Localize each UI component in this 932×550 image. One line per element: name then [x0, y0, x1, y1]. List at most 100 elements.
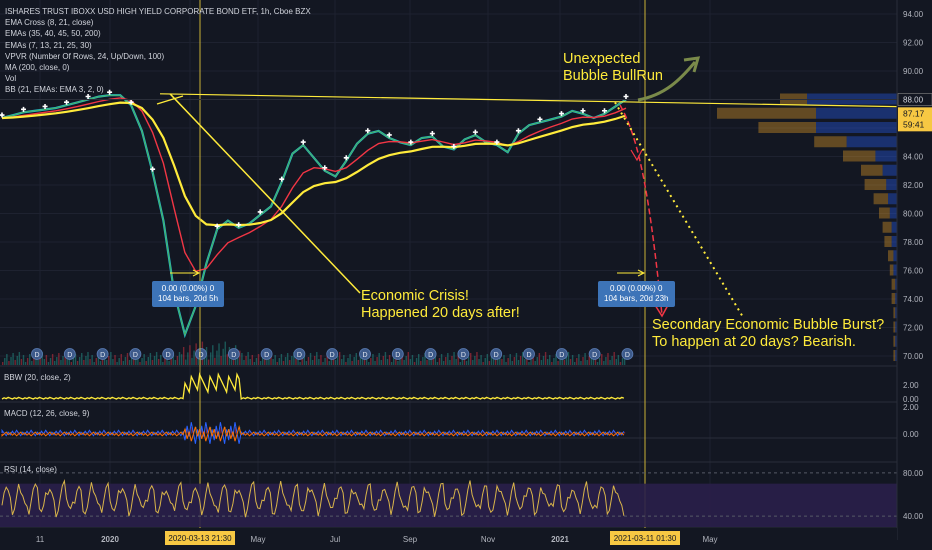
- legend-symbol[interactable]: ISHARES TRUST IBOXX USD HIGH YIELD CORPO…: [5, 7, 311, 16]
- volume-bar: [272, 359, 274, 365]
- dividend-marker: [523, 348, 535, 360]
- volume-bar: [66, 359, 68, 365]
- volume-bar: [253, 362, 256, 365]
- volume-bar: [424, 353, 426, 365]
- dividend-marker-label: D: [264, 352, 269, 359]
- dividend-marker-label: D: [231, 352, 236, 359]
- legend-ema-cross[interactable]: EMA Cross (8, 21, close): [5, 18, 94, 28]
- macd-histogram-bar: [16, 431, 18, 434]
- dividend-marker: [457, 348, 470, 360]
- volume-bar: [91, 355, 93, 365]
- volume-bar: [326, 354, 328, 365]
- volume-bar: [509, 354, 511, 365]
- bbw-pane-label[interactable]: BBW (20, close, 2): [4, 373, 71, 382]
- volume-bar: [407, 352, 409, 365]
- trend-line: [159, 93, 898, 108]
- price-marker: [21, 106, 27, 112]
- volume-bar: [139, 362, 141, 365]
- dividend-marker: [326, 348, 339, 360]
- volume-bar: [490, 357, 493, 365]
- annotation-burst[interactable]: Secondary Economic Bubble Burst? To happ…: [652, 317, 884, 351]
- time-tick-label: May: [702, 535, 717, 544]
- volume-bar: [476, 352, 478, 365]
- volume-bar: [447, 353, 449, 365]
- measure-box-1-bars: 104 bars, 20d 5h: [158, 294, 219, 303]
- annotation-crisis[interactable]: Economic Crisis! Happened 20 days after!: [361, 288, 520, 322]
- indicator-panes: [0, 372, 897, 527]
- volume-bar: [151, 360, 154, 365]
- volume-bar: [126, 353, 129, 365]
- volume-bar: [241, 353, 243, 365]
- volume-bar: [546, 359, 549, 365]
- drawings: [0, 0, 898, 540]
- level-tag: [897, 93, 932, 106]
- dividend-marker: [490, 348, 503, 360]
- volume-bar: [457, 355, 459, 365]
- volume-bar: [411, 355, 414, 365]
- dividend-marker-label: D: [362, 352, 367, 359]
- volume-bar: [158, 359, 160, 365]
- price-marker: [580, 108, 586, 114]
- volume-bar: [180, 354, 183, 365]
- annotation-bull[interactable]: Unexpected Bubble BullRun: [563, 51, 663, 85]
- time-tick-label: May: [250, 535, 265, 544]
- volume-bar: [257, 354, 260, 365]
- dividend-marker: [195, 348, 207, 360]
- volume-bar: [301, 358, 303, 365]
- volume-bar: [334, 360, 337, 365]
- price-marker: [64, 99, 70, 105]
- volume-bar: [363, 359, 366, 365]
- macd-histogram-bar: [147, 431, 149, 434]
- volume-bar: [251, 355, 253, 365]
- price-marker: [558, 111, 564, 117]
- volume-bar: [609, 360, 611, 365]
- annotation-burst-line2: To happen at 20 days? Bearish.: [652, 334, 856, 350]
- legend-bb[interactable]: BB (21, EMAs: EMA 3, 2, 0): [5, 85, 104, 95]
- price-tick-label: 78.00: [903, 238, 924, 247]
- dividend-marker: [555, 348, 568, 360]
- measure-box-1[interactable]: 0.00 (0.00%) 0 104 bars, 20d 5h: [152, 281, 225, 307]
- price-marker: [623, 94, 629, 99]
- vpvr-row-down: [895, 278, 897, 290]
- chart-legend: ISHARES TRUST IBOXX USD HIGH YIELD CORPO…: [5, 6, 311, 96]
- volume-bar: [357, 360, 360, 365]
- volume-bar: [247, 352, 249, 365]
- volume-bar: [239, 350, 241, 365]
- dividend-marker-label: D: [34, 352, 39, 359]
- price-line-green: [1, 94, 627, 337]
- ema-red-line: [1, 97, 627, 273]
- volume-bar: [584, 353, 586, 365]
- time-highlight-label: 2021-03-11 01:30: [614, 534, 677, 543]
- volume-bar: [101, 357, 104, 365]
- price-tick-label: 94.00: [903, 10, 924, 19]
- vpvr-row-up: [814, 136, 847, 148]
- volume-bar: [118, 358, 120, 365]
- volume-bar: [143, 354, 145, 365]
- price-marker: [429, 131, 435, 137]
- price-marker: [494, 139, 500, 145]
- volume-bar: [259, 361, 262, 365]
- volume-bar: [345, 362, 347, 365]
- rsi-band: [0, 483, 897, 527]
- volume-bar: [182, 347, 185, 365]
- volume-bar: [243, 360, 245, 365]
- rsi-pane-label[interactable]: RSI (14, close): [4, 465, 57, 474]
- volume-bar: [49, 358, 52, 365]
- volume-bar: [415, 358, 418, 365]
- legend-vpvr[interactable]: VPVR (Number Of Rows, 24, Up/Down, 100): [5, 51, 165, 61]
- volume-bar: [108, 356, 110, 365]
- volume-bar: [282, 361, 285, 365]
- volume-bar: [517, 360, 520, 365]
- volume-bar: [2, 362, 4, 365]
- legend-vol[interactable]: Vol: [5, 74, 17, 84]
- measure-box-1-change: 0.00 (0.00%) 0: [161, 284, 215, 293]
- dividend-marker-label: D: [428, 352, 433, 359]
- macd-line: [1, 422, 625, 444]
- measure-box-2[interactable]: 0.00 (0.00%) 0 104 bars, 20d 23h: [598, 281, 675, 307]
- price-marker: [537, 116, 543, 122]
- legend-emas-35[interactable]: EMAs (35, 40, 45, 50, 200): [5, 29, 101, 39]
- legend-emas-7[interactable]: EMAs (7, 13, 21, 25, 30): [5, 40, 92, 50]
- legend-ma-200[interactable]: MA (200, close, 0): [5, 63, 70, 73]
- macd-pane-label[interactable]: MACD (12, 26, close, 9): [4, 409, 90, 418]
- volume-bar: [486, 354, 489, 365]
